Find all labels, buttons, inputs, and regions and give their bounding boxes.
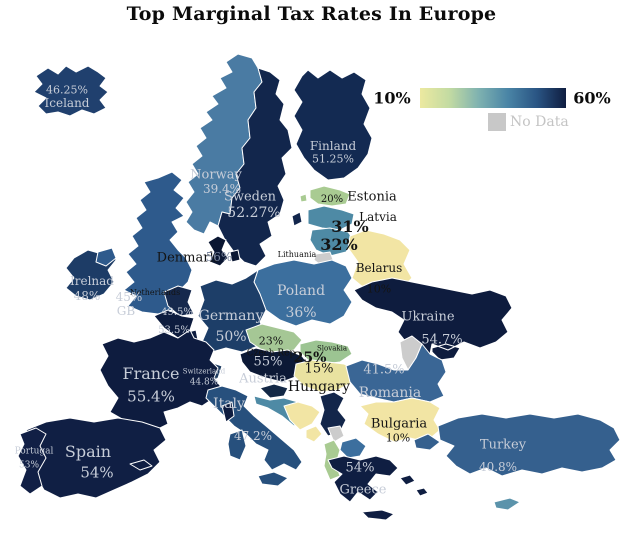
- legend-max-label: 60%: [573, 88, 611, 108]
- denmark-name-label: Denmark: [156, 250, 218, 266]
- legend-min-label: 10%: [373, 88, 411, 108]
- crete-shape: [361, 509, 395, 521]
- spain-name-label: Spain: [64, 442, 112, 461]
- bosnia-shape: [283, 401, 321, 431]
- estonia-rate-label: 20%: [320, 194, 344, 205]
- finland-rate-label: 51.25%: [312, 152, 354, 166]
- page-title: Top Marginal Tax Rates In Europe: [126, 3, 497, 25]
- aegean-islands-shape: [399, 474, 429, 497]
- poland-rate-label: 36%: [285, 305, 317, 321]
- corsica-shape: [221, 401, 235, 423]
- iceland-name-label: Iceland: [44, 96, 90, 110]
- legend-gradient-bar: [420, 88, 566, 108]
- czech-republic-name-label: Czech Rep: [246, 348, 296, 359]
- romania-shape: [345, 343, 447, 403]
- slovakia-rate-label: 25%: [293, 350, 327, 366]
- great-britain-rate-label: 45%: [115, 290, 143, 304]
- cyprus-shape: [493, 497, 521, 511]
- northern-ireland-shape: [95, 247, 117, 267]
- sweden-rate-label: 52.27%: [227, 205, 281, 221]
- netherlands-rate-label: 49.5%: [161, 307, 193, 318]
- germany-rate-label: 50%: [215, 329, 247, 345]
- iceland-rate-label: 46.25%: [46, 83, 88, 97]
- romania-name-label: Romania: [358, 385, 422, 401]
- czech-republic-rate-label: 23%: [258, 334, 284, 348]
- france-name-label: France: [122, 364, 180, 383]
- serbia-shape: [319, 391, 347, 437]
- greece-rate-label: 54%: [345, 460, 375, 476]
- sicily-shape: [257, 471, 289, 487]
- norway-rate-label: 39.4%: [202, 182, 242, 196]
- switzerland-name-label: Switzerland: [182, 367, 226, 376]
- greece-shape: [327, 455, 399, 503]
- belarus-rate-label: 10%: [366, 282, 392, 296]
- latvia-rate-label: 31%: [331, 217, 369, 236]
- turkey-shape: [413, 413, 621, 477]
- ireland-name-label: Irelnad: [70, 274, 114, 288]
- latvia-name-label: Latvia: [359, 210, 397, 224]
- legend-no-data-swatch: [488, 113, 506, 131]
- balearic-islands-shape: [129, 459, 153, 471]
- bulgaria-rate-label: 10%: [385, 431, 411, 445]
- denmark-shape: [207, 235, 241, 267]
- ukraine-shape: [353, 277, 513, 361]
- germany-name-label: Germany: [198, 308, 264, 324]
- france-rate-label: 55.4%: [127, 387, 175, 406]
- lithuania-shape: [309, 227, 355, 257]
- finland-shape: [293, 69, 373, 181]
- turkey-name-label: Turkey: [479, 437, 527, 453]
- sweden-name-label: Sweden: [223, 189, 277, 205]
- montenegro-shape: [305, 425, 323, 443]
- italy-name-label: Italy: [213, 396, 245, 412]
- ukraine-name-label: Ukraine: [401, 309, 455, 325]
- austria-name-label: Austria: [239, 371, 287, 387]
- ireland-rate-label: 48%: [73, 289, 101, 303]
- kosovo-shape: [327, 425, 345, 443]
- lithuania-name-label: Lithuania: [277, 250, 317, 259]
- norway-name-label: Norway: [190, 167, 242, 183]
- legend-no-data-label: No Data: [510, 114, 569, 130]
- hungary-rate-label: 15%: [304, 361, 334, 377]
- slovakia-shape: [299, 339, 353, 365]
- portugal-rate-label: 53%: [18, 460, 40, 471]
- greece-name-label: Greece: [339, 482, 387, 498]
- poland-name-label: Poland: [276, 283, 326, 299]
- great-britain-name-label: GB: [116, 304, 136, 318]
- bulgaria-name-label: Bulgaria: [370, 416, 428, 432]
- belarus-name-label: Belarus: [355, 261, 403, 275]
- portugal-name-label: Portugal: [14, 446, 54, 457]
- austria-rate-label: 55%: [253, 354, 283, 370]
- slovenia-shape: [259, 383, 289, 399]
- slovakia-name-label: Slovakia: [316, 344, 348, 353]
- netherlands-name-label: Netherlands: [129, 288, 181, 297]
- sardinia-shape: [227, 429, 247, 461]
- belgium-rate-label: 53.5%: [158, 325, 190, 336]
- estonia-name-label: Estonia: [347, 189, 397, 205]
- latvia-shape: [307, 205, 355, 231]
- switzerland-rate-label: 44.8%: [189, 377, 219, 388]
- netherlands-shape: [163, 285, 195, 317]
- denmark-rate-label: 56%: [205, 250, 233, 264]
- sweden-shape: [217, 67, 293, 267]
- spain-rate-label: 54%: [80, 463, 114, 482]
- lithuania-rate-label: 32%: [320, 235, 358, 254]
- gotland-shape: [291, 211, 303, 227]
- romania-rate-label: 41.5%: [363, 362, 405, 378]
- finland-name-label: Finland: [309, 139, 357, 153]
- portugal-shape: [17, 427, 47, 495]
- north-macedonia-shape: [339, 437, 367, 459]
- estonia-shape: [299, 185, 351, 207]
- iceland-shape: [33, 65, 109, 117]
- turkey-rate-label: 40.8%: [478, 460, 518, 474]
- hungary-name-label: Hungary: [287, 379, 351, 395]
- ukraine-rate-label: 54.7%: [421, 332, 463, 348]
- italy-rate-label: 47.2%: [233, 429, 273, 443]
- czech-republic-shape: [245, 323, 303, 355]
- belgium-shape: [153, 309, 195, 339]
